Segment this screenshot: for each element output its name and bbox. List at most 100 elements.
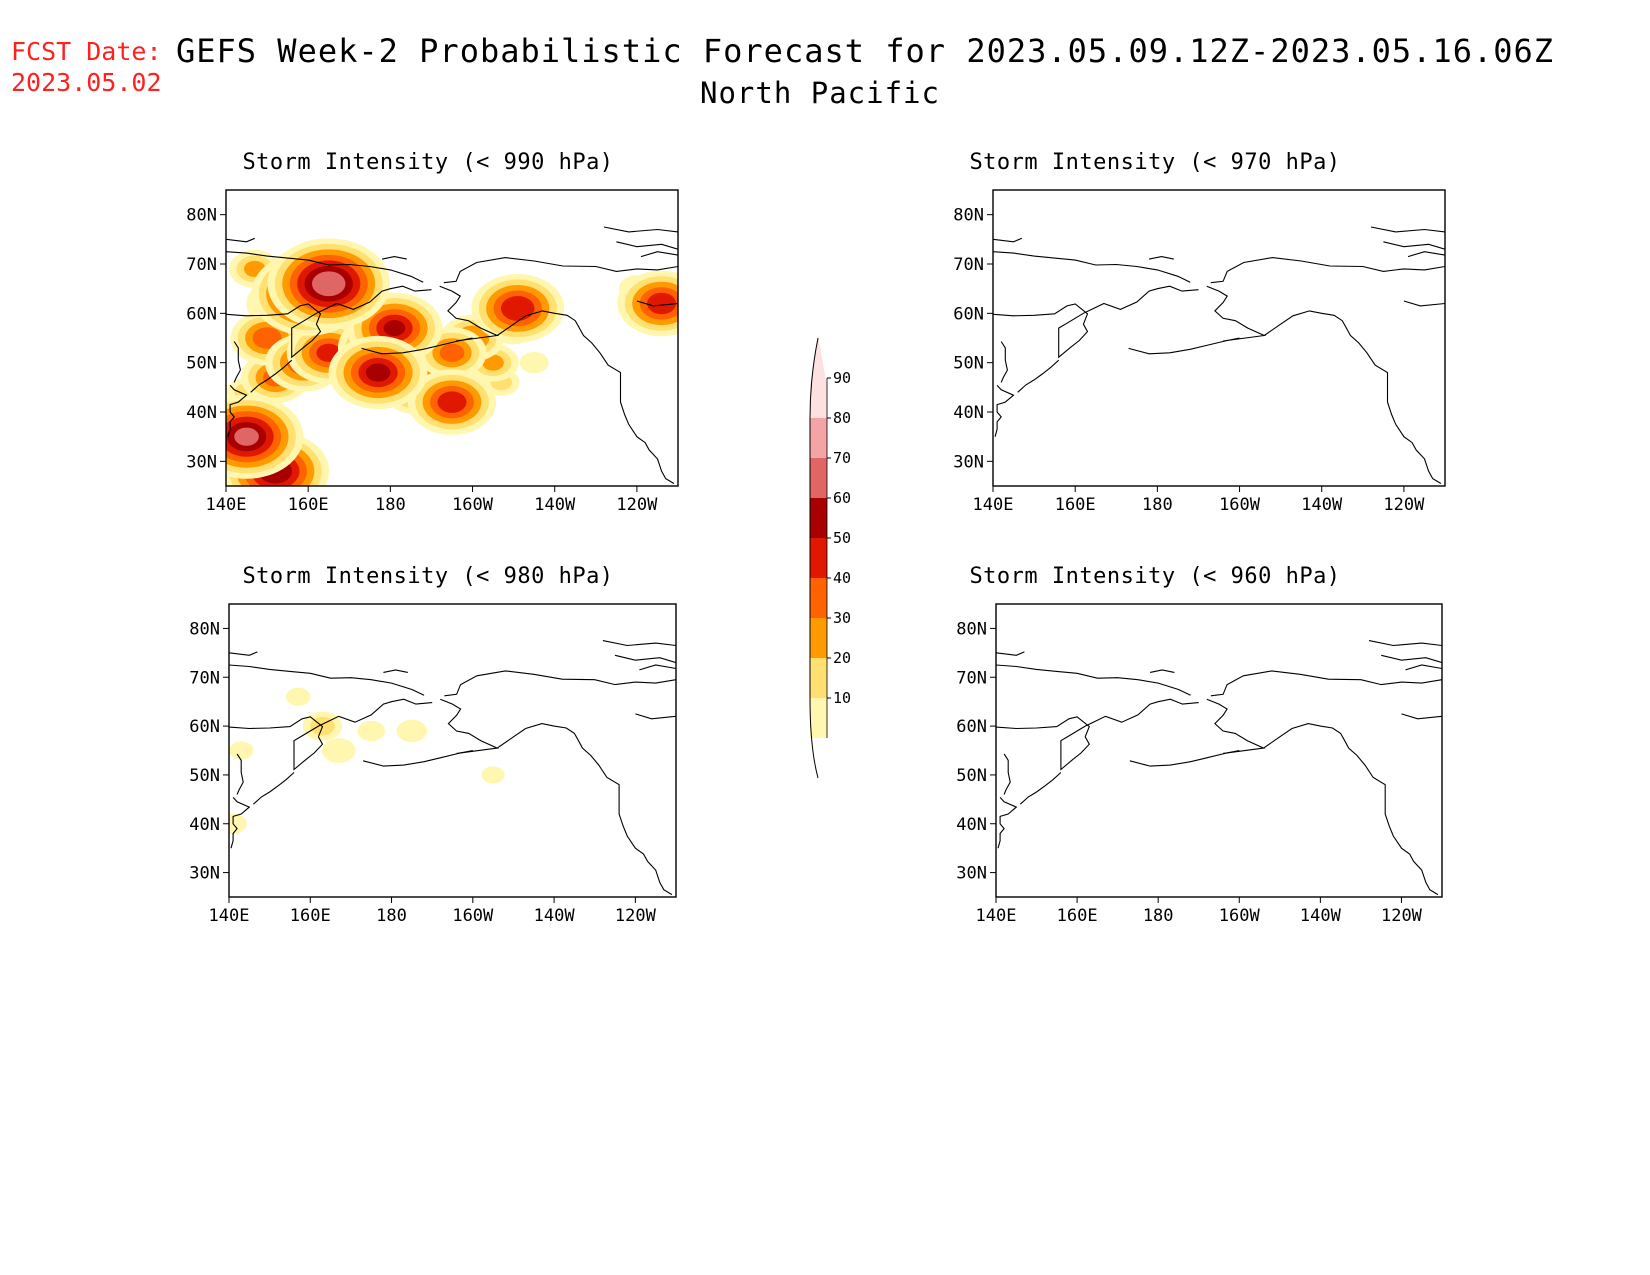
coastlines-p990: [226, 226, 678, 484]
panel-title-960: Storm Intensity (< 960 hPa): [969, 564, 1341, 589]
lon-tick-label: 180: [1142, 495, 1173, 515]
lon-tick-label: 180: [375, 495, 406, 515]
coastline: [230, 797, 251, 849]
map-panel-p980: 80N 70N 60N 50N 40N 30N 140E 160E 180 160W 140W 120…: [189, 603, 677, 926]
coastline: [1210, 257, 1445, 284]
prob-cell: [647, 292, 677, 315]
lon-tick-label: 140W: [534, 906, 576, 926]
lat-tick-label: 30N: [186, 452, 217, 472]
coastline: [1210, 670, 1442, 697]
coastline: [1206, 698, 1266, 754]
prob-cell: [396, 719, 428, 743]
lat-tick-label: 30N: [953, 452, 984, 472]
coastline: [362, 749, 473, 767]
coastline: [381, 256, 407, 260]
prob-cell: [365, 363, 391, 382]
map-frame: [228, 603, 677, 898]
coastline: [997, 797, 1018, 849]
coastline: [444, 670, 676, 697]
prob-cell: [437, 391, 467, 413]
lat-tick-label: 80N: [189, 619, 220, 639]
colorbar-segment: [810, 418, 827, 458]
colorbar-segment: [810, 538, 827, 578]
lon-tick-label: 140W: [1301, 495, 1343, 515]
coastline: [440, 698, 500, 754]
colorbar-segment: [810, 338, 827, 418]
coastline: [640, 251, 678, 258]
prob-cell: [311, 271, 346, 297]
coastlines-p980: [229, 640, 676, 896]
coastline: [229, 664, 425, 696]
lon-tick-label: 120W: [1381, 906, 1423, 926]
coastline: [233, 341, 241, 383]
region-title: North Pacific: [700, 76, 940, 110]
coastline: [227, 385, 248, 437]
coastline: [226, 285, 432, 359]
colorbar-label: 10: [833, 689, 851, 707]
lon-tick-label: 160W: [1219, 906, 1261, 926]
coastline: [383, 669, 408, 673]
lon-tick-label: 140W: [1300, 906, 1342, 926]
coastline: [229, 651, 258, 656]
coastline: [996, 698, 1199, 771]
coastline: [636, 300, 678, 307]
lat-tick-label: 80N: [186, 206, 217, 226]
coastline: [1263, 310, 1442, 484]
coastline: [635, 713, 676, 720]
coastline: [229, 698, 433, 771]
map-frame: [995, 603, 1443, 898]
probability-field-p980: [229, 687, 505, 834]
lon-tick-label: 180: [376, 906, 407, 926]
lon-tick-label: 120W: [1383, 495, 1425, 515]
colorbar-segment: [810, 458, 827, 498]
coastline: [1405, 664, 1442, 671]
prob-cell: [383, 320, 406, 337]
colorbar-label: 90: [833, 369, 851, 387]
prob-cell: [519, 351, 549, 374]
lon-tick-label: 160E: [1055, 495, 1096, 515]
colorbar: 90 80 70 60 50 40 30 20 10: [809, 337, 851, 779]
coastline: [1368, 640, 1442, 647]
lon-tick-label: 140E: [973, 495, 1014, 515]
main-title: GEFS Week-2 Probabilistic Forecast for 2…: [175, 32, 1555, 70]
coastline: [361, 337, 473, 355]
lat-tick-label: 80N: [953, 206, 984, 226]
lon-tick-label: 120W: [616, 495, 658, 515]
panel-title-990: Storm Intensity (< 990 hPa): [242, 150, 614, 175]
prob-cell: [481, 766, 505, 784]
map-panel-p960: 80N 70N 60N 50N 40N 30N 140E 160E 180 160W 140W 120…: [956, 603, 1443, 926]
coastline: [1370, 226, 1445, 233]
lon-tick-label: 140W: [534, 495, 576, 515]
coastline: [616, 241, 678, 250]
lon-tick-label: 140E: [209, 906, 250, 926]
lat-tick-label: 50N: [189, 766, 220, 786]
lat-tick-label: 40N: [956, 815, 987, 835]
colorbar-outline: [809, 337, 819, 779]
lat-tick-label: 70N: [956, 668, 987, 688]
coastline: [443, 257, 678, 284]
prob-cell: [285, 687, 311, 706]
coastlines-p970: [993, 226, 1445, 484]
coastline: [1129, 749, 1240, 767]
coastline: [439, 285, 500, 342]
lat-tick-label: 70N: [953, 255, 984, 275]
lat-tick-label: 40N: [186, 403, 217, 423]
lat-tick-label: 60N: [953, 304, 984, 324]
coastline: [603, 226, 678, 233]
lat-tick-label: 30N: [189, 864, 220, 884]
lat-tick-label: 60N: [186, 304, 217, 324]
colorbar-segment: [810, 578, 827, 618]
coastline: [496, 723, 673, 896]
colorbar-label: 60: [833, 489, 851, 507]
prob-cell: [229, 741, 254, 760]
coastline: [1017, 359, 1060, 393]
coastline: [1383, 241, 1445, 250]
coastline: [639, 664, 676, 671]
colorbar-segment: [810, 658, 827, 698]
colorbar-label: 80: [833, 409, 851, 427]
lat-tick-label: 50N: [953, 354, 984, 374]
coastline: [250, 359, 293, 393]
coastline: [1128, 337, 1240, 355]
forecast-date-value: 2023.05.02: [11, 68, 162, 97]
lat-tick-label: 40N: [953, 403, 984, 423]
